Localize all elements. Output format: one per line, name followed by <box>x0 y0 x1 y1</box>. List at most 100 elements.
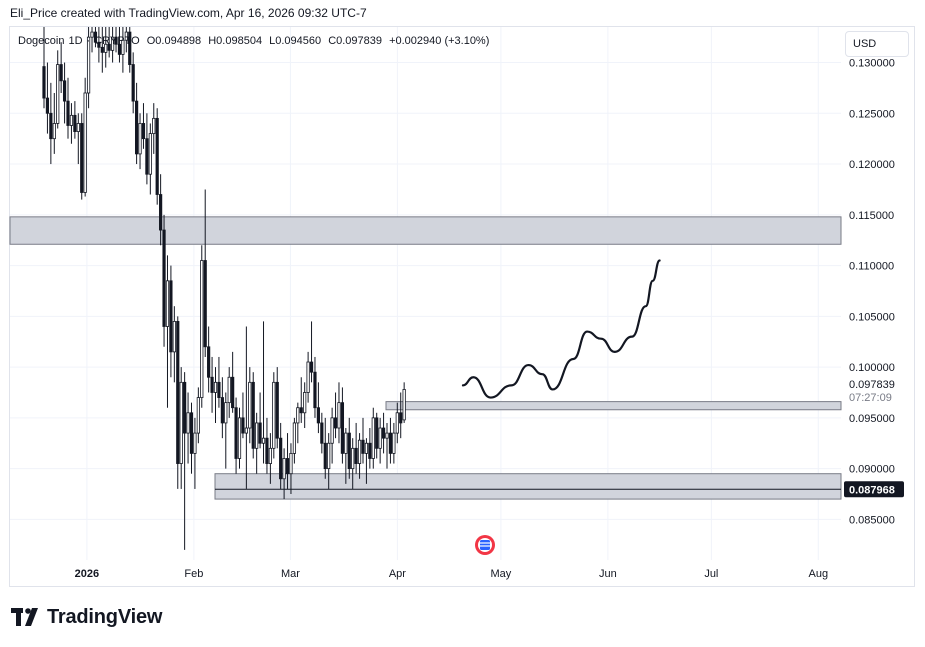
candle-body-down <box>316 407 321 424</box>
candle-body-up <box>261 437 266 444</box>
price-zone[interactable] <box>385 401 842 411</box>
tradingview-logo-icon <box>11 608 38 626</box>
symbol-legend[interactable]: Dogecoin 1D · CRYPTO O0.094898 H0.098504 L0… <box>18 35 493 47</box>
candle-body-up <box>213 381 218 393</box>
candle <box>395 402 399 444</box>
candle <box>261 321 266 464</box>
price-tick-label: 0.120000 <box>849 159 895 171</box>
candle-body-down <box>340 402 345 454</box>
candle-body-up <box>364 442 369 454</box>
candle <box>244 326 248 489</box>
candle-body-up <box>224 402 228 424</box>
candle <box>176 316 180 489</box>
candle <box>375 412 379 459</box>
candle <box>100 27 104 73</box>
candle <box>52 92 56 154</box>
candle-body-up <box>172 321 176 353</box>
candle <box>364 438 369 484</box>
candle <box>124 27 128 53</box>
candle-body-down <box>275 381 279 439</box>
currency-button[interactable]: USD <box>845 31 909 57</box>
candle <box>392 422 396 464</box>
candle-body-down <box>66 100 70 126</box>
candle <box>320 412 324 454</box>
candle-body-up <box>306 361 310 393</box>
candle-body-down <box>159 194 163 231</box>
candle-body-up <box>392 432 396 454</box>
candle-body-down <box>234 407 238 459</box>
time-tick-label: Apr <box>389 568 406 580</box>
candle <box>213 367 218 423</box>
candle-body-up <box>152 117 156 135</box>
candle <box>217 356 221 408</box>
candle <box>347 417 351 479</box>
candle-body-up <box>121 39 125 55</box>
tradingview-logo[interactable]: TradingView <box>11 605 162 629</box>
candle-body-up <box>289 452 293 475</box>
candle <box>237 407 242 469</box>
candle <box>316 382 321 434</box>
candle <box>179 367 183 489</box>
candle <box>227 367 231 418</box>
candle-body-down <box>323 442 327 470</box>
price-axis[interactable]: 0.130000 0.125000 0.120000 0.115000 0.110000… <box>844 58 904 527</box>
candle <box>361 417 365 464</box>
candle <box>80 113 84 200</box>
candle-body-up <box>268 447 272 464</box>
candle-body-up <box>111 36 115 51</box>
candle <box>272 372 276 459</box>
candle-body-down <box>320 422 324 444</box>
legend-symbol[interactable]: Dogecoin <box>18 35 65 47</box>
candle-body-down <box>141 123 146 140</box>
candle-body-down <box>368 442 372 459</box>
time-tick-label: 2026 <box>75 568 99 580</box>
time-tick-label: Aug <box>809 568 829 580</box>
candle <box>231 351 235 413</box>
candle <box>337 382 341 444</box>
candle <box>148 123 152 195</box>
candle <box>86 27 91 109</box>
candle-body-down <box>62 80 67 102</box>
candle-body-up <box>292 422 296 454</box>
price-zone[interactable] <box>9 216 842 245</box>
candle <box>121 27 125 73</box>
candle <box>196 387 200 444</box>
candle-body-up <box>344 432 348 454</box>
candle <box>169 265 173 378</box>
candle-body-up <box>56 64 60 124</box>
candle-body-up <box>255 422 259 449</box>
zones <box>9 216 842 500</box>
candle <box>69 103 74 144</box>
time-axis[interactable]: 2026 Feb Mar Apr May Jun Jul Aug <box>75 568 828 580</box>
candle <box>193 417 197 489</box>
legend-open: O0.094898 <box>146 35 202 47</box>
price-zone[interactable] <box>214 473 842 500</box>
candle <box>172 306 176 383</box>
candle <box>282 448 286 500</box>
candle-body-down <box>347 432 351 470</box>
candle-body-down <box>135 100 139 155</box>
price-tick-label: 0.105000 <box>849 311 895 323</box>
candle <box>93 27 98 48</box>
candle <box>165 255 170 408</box>
events-icon[interactable] <box>475 535 495 555</box>
candle <box>56 50 60 129</box>
projection-path[interactable] <box>461 259 661 399</box>
candle-body-down <box>375 417 379 449</box>
candle <box>104 27 108 68</box>
candle-body-down <box>207 346 211 378</box>
candle <box>368 428 372 469</box>
candle <box>402 382 406 423</box>
legend-exchange: CRYPTO <box>94 35 140 47</box>
price-tick-label: 0.125000 <box>849 108 895 120</box>
price-tick-label: 0.115000 <box>849 210 894 222</box>
candle <box>152 103 156 154</box>
legend-high: H0.098504 <box>208 35 263 47</box>
chart-frame <box>9 26 915 587</box>
candle-body-down <box>251 381 255 449</box>
candle-body-down <box>203 260 207 348</box>
candle <box>224 392 228 469</box>
candle-body-down <box>299 407 303 414</box>
candle <box>186 392 190 464</box>
